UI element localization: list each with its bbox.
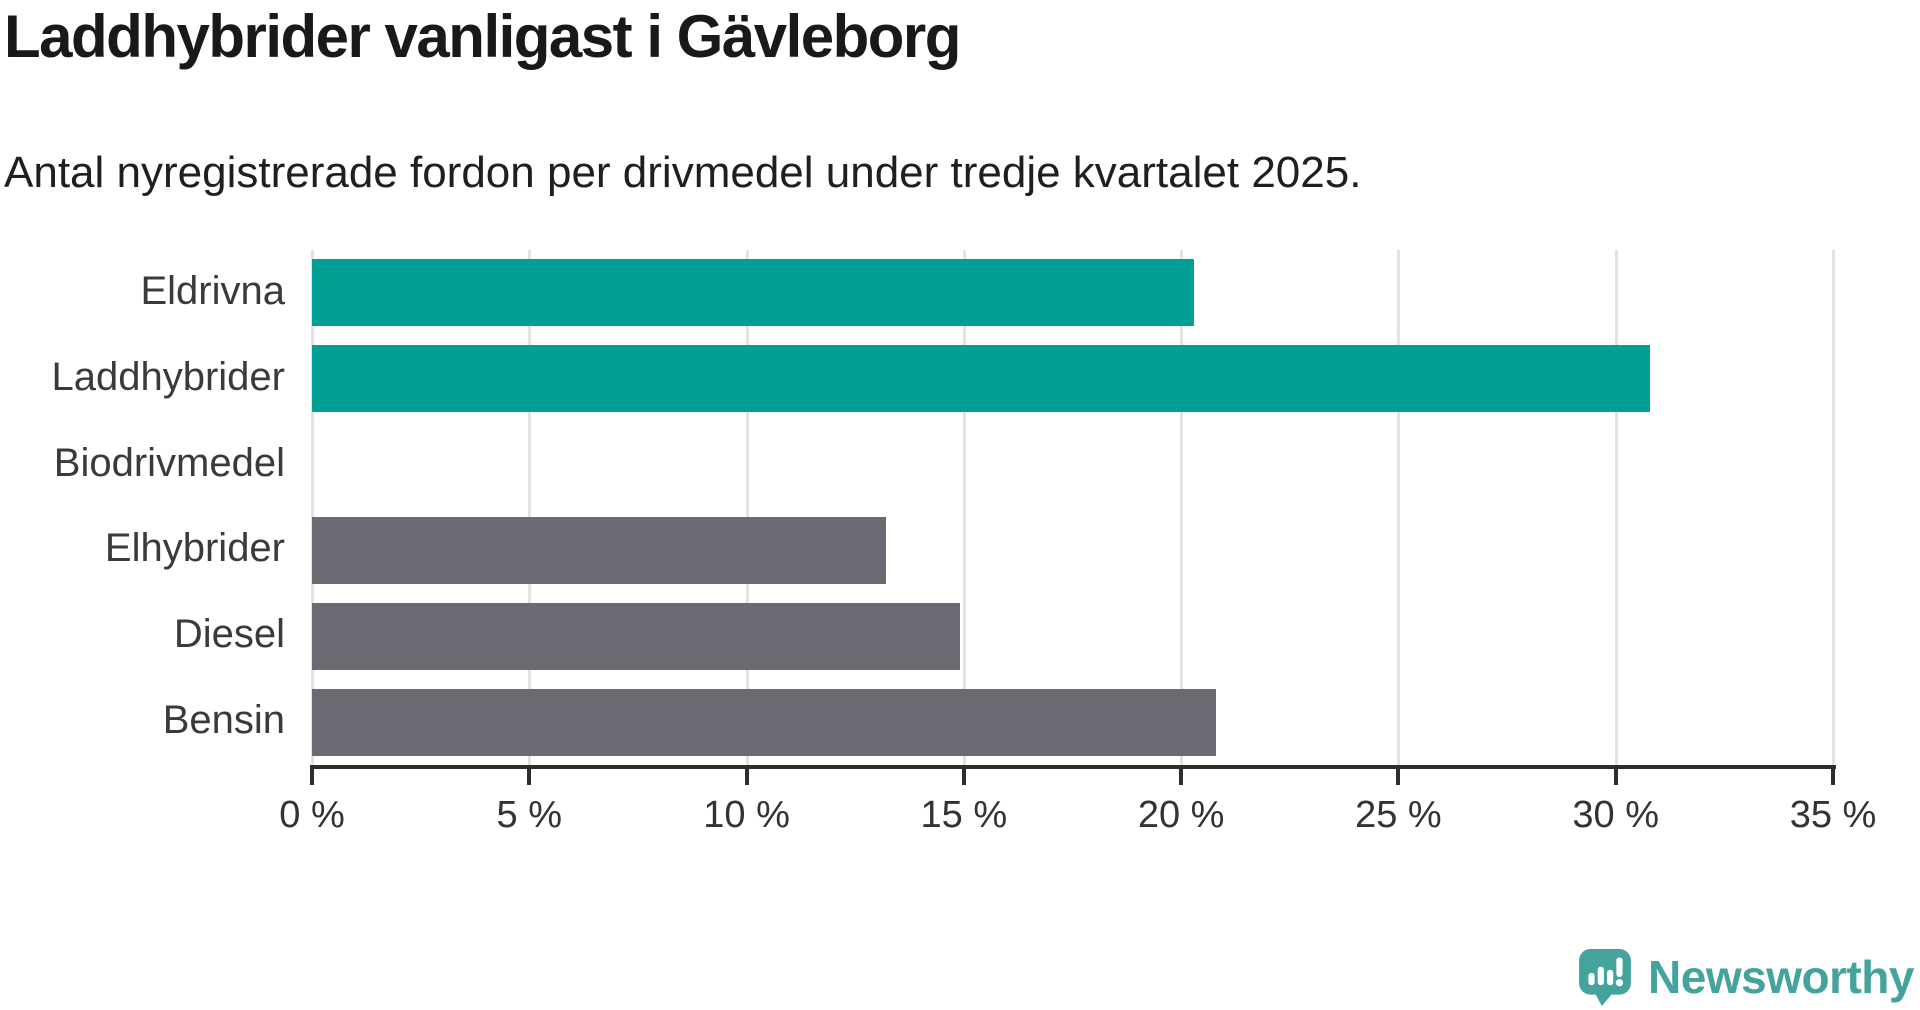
category-label-bensin: Bensin <box>162 698 285 743</box>
x-tick-mark-15% <box>961 769 966 785</box>
category-label-biodrivmedel: Biodrivmedel <box>53 440 285 485</box>
x-tick-mark-35% <box>1831 769 1835 785</box>
gridline-35% <box>1832 250 1835 765</box>
gridline-20% <box>1180 250 1184 765</box>
gridline-25% <box>1397 250 1401 765</box>
chart-row-laddhybrider: Laddhybrider <box>52 336 1833 422</box>
x-tick-mark-25% <box>1396 769 1401 785</box>
chart-row-diesel: Diesel <box>174 593 1833 679</box>
gridline-15% <box>962 250 966 765</box>
x-tick-label-0%: 0 % <box>279 794 345 836</box>
x-tick-mark-30% <box>1613 769 1618 785</box>
chart-row-elhybrider: Elhybrider <box>105 508 1833 594</box>
bar-eldrivna <box>312 259 1195 327</box>
x-tick-label-25%: 25 % <box>1355 794 1442 836</box>
chart-row-eldrivna: Eldrivna <box>140 250 1833 336</box>
x-tick-mark-5% <box>527 769 532 785</box>
x-tick-label-35%: 35 % <box>1789 794 1877 836</box>
gridline-30% <box>1614 250 1618 765</box>
chart-row-biodrivmedel: Biodrivmedel <box>54 422 1833 508</box>
bar-laddhybrider <box>312 345 1651 413</box>
x-tick-label-15%: 15 % <box>920 794 1008 836</box>
newsworthy-logo-text: Newsworthy <box>1648 951 1914 1003</box>
newsworthy-logo-icon <box>1579 949 1631 1006</box>
chart-title: Laddhybrider vanligast i Gävleborg <box>4 3 961 70</box>
x-tick-mark-0% <box>310 769 314 785</box>
bar-diesel <box>312 602 960 670</box>
x-tick-label-30%: 30 % <box>1572 794 1660 836</box>
chart-subtitle: Antal nyregistrerade fordon per drivmede… <box>4 148 1362 197</box>
plot-area: Eldrivna Laddhybrider Biodrivmedel Elhybrid… <box>52 250 1835 765</box>
x-tick-label-10%: 10 % <box>703 794 790 836</box>
x-axis-line <box>310 765 1836 769</box>
chart-row-bensin: Bensin <box>163 679 1833 765</box>
category-label-laddhybrider: Laddhybrider <box>51 354 286 399</box>
x-tick-label-5%: 5 % <box>496 794 563 836</box>
category-label-eldrivna: Eldrivna <box>140 268 285 313</box>
bar-bensin <box>312 688 1216 756</box>
category-label-diesel: Diesel <box>173 612 285 657</box>
bar-elhybrider <box>312 516 886 584</box>
gridline-5% <box>528 250 532 765</box>
x-tick-label-20%: 20 % <box>1137 794 1225 836</box>
x-tick-mark-10% <box>744 769 749 785</box>
x-tick-mark-20% <box>1179 769 1184 785</box>
gridline-0% <box>311 250 314 765</box>
gridline-10% <box>745 250 749 765</box>
branding-footer: Newsworthy <box>1578 948 1914 1006</box>
category-label-elhybrider: Elhybrider <box>104 526 285 571</box>
